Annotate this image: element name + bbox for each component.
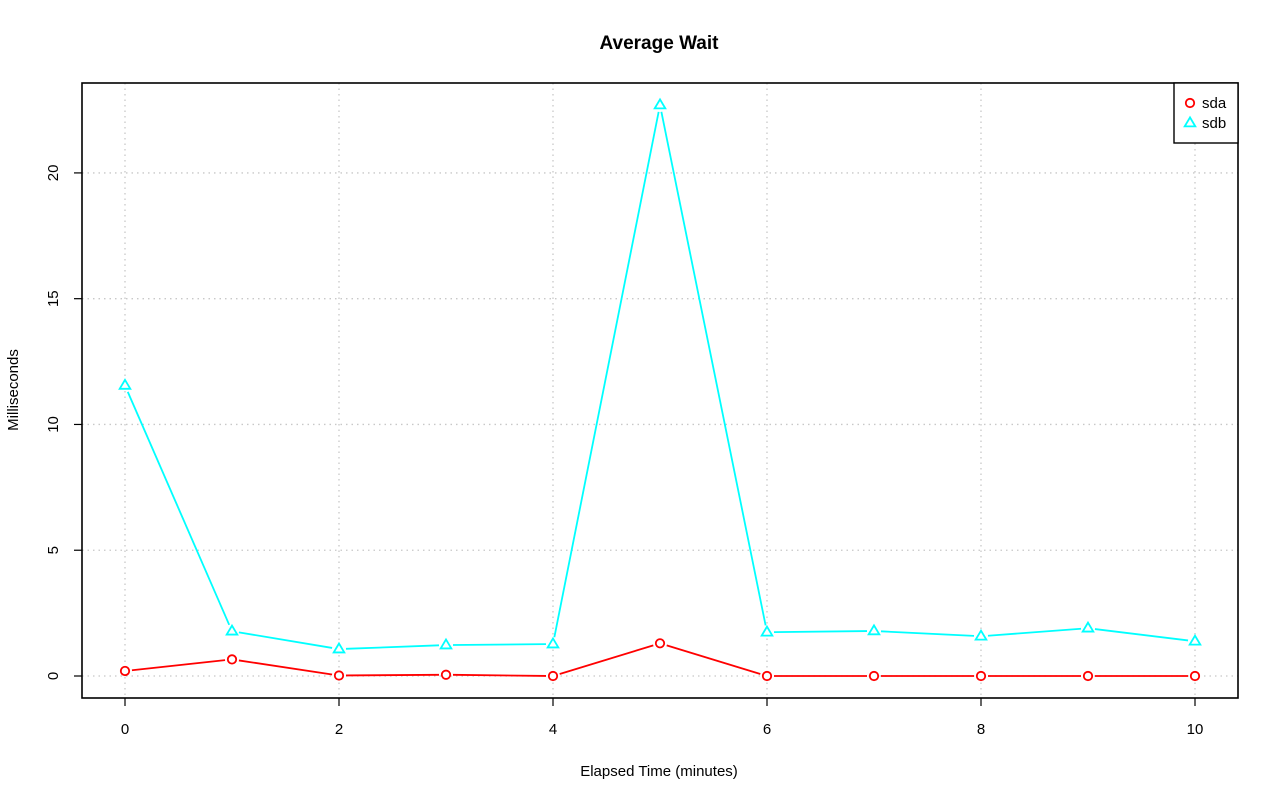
series-line-segment: [238, 659, 333, 676]
data-point: [225, 623, 239, 636]
data-point: [760, 624, 774, 637]
y-tick-label: 10: [45, 416, 62, 433]
data-point: [332, 641, 346, 654]
chart-title: Average Wait: [600, 33, 720, 54]
series-layer: [118, 97, 1202, 682]
x-tick-label: 2: [335, 721, 343, 738]
series-line-segment: [666, 644, 761, 675]
data-point: [867, 623, 881, 636]
data-point: [547, 670, 559, 682]
series-line-segment: [987, 627, 1082, 637]
series-line-segment: [773, 630, 868, 634]
legend-box: [1173, 82, 1239, 144]
series-line-segment: [559, 644, 654, 675]
x-axis: 0 2 4 6 8 10: [121, 698, 1204, 738]
x-tick-label: 8: [977, 721, 985, 738]
data-point: [1189, 670, 1201, 682]
data-point: [440, 669, 452, 680]
y-tick-label: 0: [45, 672, 62, 680]
legend-item-sdb: sdb: [1183, 115, 1226, 132]
triangle-marker-icon: [1183, 115, 1197, 128]
y-axis-label: Milliseconds: [5, 349, 22, 431]
legend-item-sda: sda: [1184, 95, 1227, 112]
y-tick-label: 20: [45, 165, 62, 182]
data-point: [119, 665, 131, 677]
series-line-segment: [660, 111, 767, 626]
series-line-segment: [452, 673, 547, 677]
data-point: [439, 637, 453, 650]
data-point: [333, 670, 345, 681]
x-tick-label: 0: [121, 721, 129, 738]
y-axis: 0 5 10 15 20: [45, 165, 82, 680]
x-axis-label: Elapsed Time (minutes): [580, 763, 738, 780]
series-line-segment: [1094, 628, 1189, 642]
data-point: [761, 670, 773, 682]
legend-label: sdb: [1202, 115, 1226, 132]
series-line-segment: [553, 111, 660, 638]
data-point: [1082, 670, 1094, 682]
data-point: [654, 638, 666, 649]
legend: sda sdb: [1173, 82, 1239, 144]
data-point: [975, 670, 987, 682]
series-line-segment: [880, 630, 975, 637]
data-point: [118, 378, 132, 390]
series-sdb: [118, 97, 1202, 654]
series-line-segment: [345, 644, 440, 650]
x-tick-label: 10: [1187, 721, 1204, 738]
x-tick-label: 4: [549, 721, 557, 738]
data-point: [868, 670, 880, 682]
series-line-segment: [238, 631, 333, 649]
data-point: [1081, 620, 1095, 633]
y-tick-label: 5: [45, 546, 62, 554]
legend-label: sda: [1202, 95, 1227, 112]
series-sda: [119, 638, 1201, 682]
data-point: [974, 628, 988, 641]
y-tick-label: 15: [45, 290, 62, 307]
data-point: [226, 654, 238, 665]
circle-marker-icon: [1184, 97, 1196, 109]
series-line-segment: [452, 643, 547, 646]
grid: [82, 83, 1238, 698]
x-tick-label: 6: [763, 721, 771, 738]
series-line-segment: [126, 391, 231, 626]
data-point: [1188, 633, 1202, 646]
plot-frame: [81, 82, 1239, 699]
series-line-segment: [345, 673, 440, 677]
data-point: [546, 636, 560, 649]
series-line-segment: [131, 659, 226, 672]
data-point: [653, 97, 667, 110]
